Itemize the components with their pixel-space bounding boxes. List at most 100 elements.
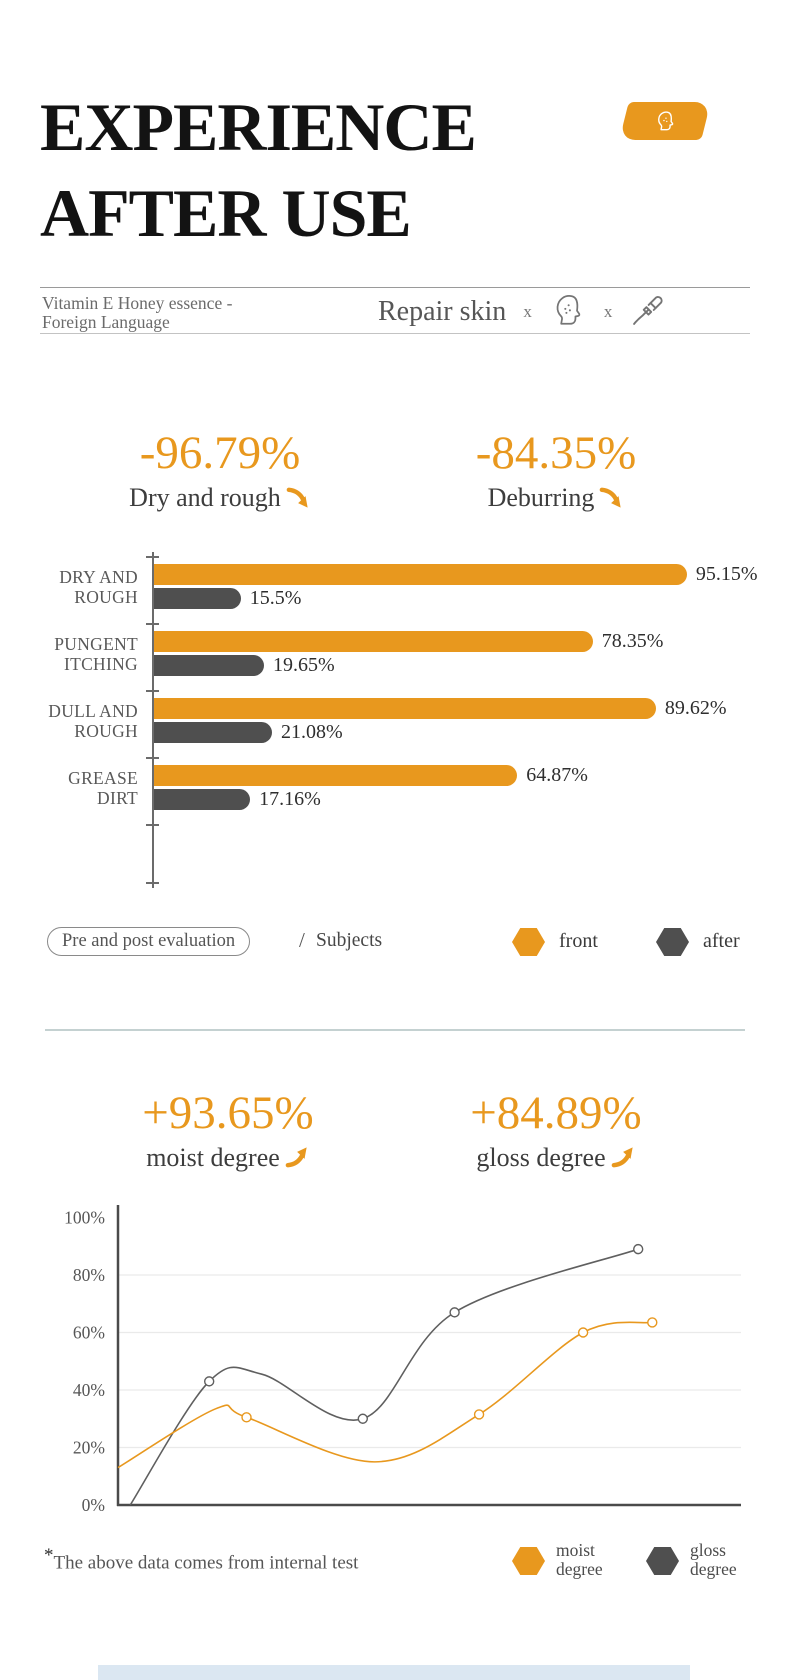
stat-label: Dry and rough	[129, 483, 281, 512]
axis-tick	[146, 623, 159, 625]
bar-front	[154, 698, 656, 719]
stat-gloss-degree: +84.89% gloss degree	[406, 1088, 706, 1177]
legend-pill: Pre and post evaluation	[47, 927, 251, 956]
bar-value-label: 19.65%	[273, 654, 335, 676]
stat-deburring: -84.35% Deburring	[406, 428, 706, 517]
face-badge-icon	[653, 109, 677, 138]
y-tick-label: 100%	[64, 1208, 105, 1228]
data-point-marker	[633, 1243, 644, 1255]
legend-subjects: Subjects	[316, 930, 383, 951]
axis-tick	[146, 824, 159, 826]
product-name: Vitamin E Honey essence - Foreign Langua…	[42, 294, 232, 332]
brand-badge	[619, 102, 711, 140]
bar-category-label: GREASE DIRT	[68, 767, 138, 808]
series-line-gloss-degree	[129, 1248, 639, 1506]
data-point-marker	[357, 1413, 368, 1424]
page-title-line1: EXPERIENCE	[40, 89, 477, 165]
bar-group: DRY AND ROUGH 95.15% 15.5%	[59, 563, 760, 609]
bar-row: 95.15%	[154, 563, 760, 585]
bar-after	[154, 655, 265, 676]
stat-label: Deburring	[487, 483, 595, 512]
rule-bottom	[40, 333, 750, 334]
series-line-moist-degree	[117, 1321, 653, 1469]
data-point-marker	[647, 1317, 658, 1328]
stat-value: +93.65%	[142, 1087, 314, 1139]
stat-dry-and-rough: -96.79% Dry and rough	[70, 428, 370, 517]
legend-after-hexagon-icon	[656, 928, 689, 956]
data-point-marker	[473, 1409, 485, 1420]
bar-row: 78.35%	[154, 630, 760, 652]
legend-moist-label: moist degree	[556, 1540, 603, 1579]
product-name-line2: Foreign Language	[42, 312, 170, 332]
bar-chart: DRY AND ROUGH 95.15% 15.5% PUNGENT ITCHING 78.…	[40, 550, 760, 888]
bar-value-label: 78.35%	[601, 630, 664, 652]
bar-value-label: 15.5%	[249, 587, 302, 609]
legend-front-hexagon-icon	[512, 928, 545, 956]
bar-chart-legend: Pre and post evaluation / Subjects front…	[0, 921, 790, 965]
claim-row: Repair skin x x	[378, 291, 750, 333]
multiply-separator: x	[523, 302, 532, 321]
footnote-text: The above data comes from internal test	[53, 1552, 359, 1574]
y-tick-label: 40%	[73, 1380, 105, 1400]
legend-after-label: after	[703, 930, 740, 952]
stat-value: -96.79%	[139, 427, 301, 479]
face-profile-icon	[549, 291, 587, 334]
bar-after	[154, 722, 273, 743]
bar-row: 19.65%	[154, 654, 760, 676]
bar-category-label: DULL AND ROUGH	[48, 700, 138, 741]
page-title: EXPERIENCE AFTER USE	[40, 84, 477, 256]
footer-strip	[98, 1665, 690, 1680]
legend-gloss-label: gloss degree	[690, 1540, 737, 1579]
bar-after	[154, 588, 241, 609]
bar-front	[154, 765, 518, 786]
axis-tick	[146, 556, 159, 558]
bar-group: DULL AND ROUGH 89.62% 21.08%	[48, 697, 760, 743]
section-divider	[45, 1029, 745, 1031]
stat-value: +84.89%	[470, 1087, 642, 1139]
arrow-up-icon	[285, 1145, 310, 1177]
line-chart: 0% 20% 40% 60% 80% 100%	[64, 1205, 741, 1515]
bar-value-label: 21.08%	[281, 721, 343, 743]
legend-moist-hexagon-icon	[512, 1547, 545, 1575]
bar-value-label: 89.62%	[664, 697, 727, 719]
claim-text: Repair skin	[378, 296, 507, 327]
rule-top	[40, 287, 750, 288]
stat-moist-degree: +93.65% moist degree	[78, 1088, 378, 1177]
bar-category-label: DRY AND ROUGH	[59, 566, 138, 607]
bar-value-label: 17.16%	[259, 788, 321, 810]
dropper-icon	[629, 291, 667, 334]
product-name-line1: Vitamin E Honey essence -	[42, 293, 233, 313]
stat-label: moist degree	[146, 1143, 280, 1172]
footnote: *The above data comes from internal test	[44, 1545, 358, 1574]
multiply-separator: x	[603, 302, 613, 321]
bar-row: 64.87%	[154, 764, 760, 786]
bar-group: GREASE DIRT 64.87% 17.16%	[68, 764, 760, 810]
legend-gloss-hexagon-icon	[646, 1547, 679, 1575]
bar-group: PUNGENT ITCHING 78.35% 19.65%	[54, 630, 760, 676]
y-tick-label: 20%	[73, 1438, 105, 1458]
bar-chart-axis	[146, 552, 159, 888]
page-title-line2: AFTER USE	[40, 175, 412, 251]
arrow-down-icon	[286, 485, 311, 517]
bar-row: 15.5%	[154, 587, 760, 609]
stat-value: -84.35%	[475, 427, 637, 479]
bar-row: 17.16%	[154, 788, 760, 810]
data-point-marker	[449, 1307, 460, 1318]
bar-row: 89.62%	[154, 697, 760, 719]
axis-tick	[146, 690, 159, 692]
stat-label: gloss degree	[476, 1143, 606, 1172]
bar-front	[154, 631, 593, 652]
y-tick-label: 0%	[82, 1495, 105, 1515]
bar-category-label: PUNGENT ITCHING	[54, 633, 138, 674]
legend-slash: /	[299, 928, 305, 952]
bar-value-label: 95.15%	[695, 563, 758, 585]
bar-after	[154, 789, 251, 810]
y-tick-label: 80%	[73, 1265, 105, 1285]
data-point-marker	[241, 1412, 252, 1423]
axis-tick	[146, 882, 159, 884]
bar-value-label: 64.87%	[526, 764, 588, 786]
bar-chart-groups: DRY AND ROUGH 95.15% 15.5% PUNGENT ITCHING 78.…	[40, 550, 760, 810]
bar-row: 21.08%	[154, 721, 760, 743]
data-point-marker	[203, 1376, 215, 1387]
arrow-up-icon	[611, 1145, 636, 1177]
